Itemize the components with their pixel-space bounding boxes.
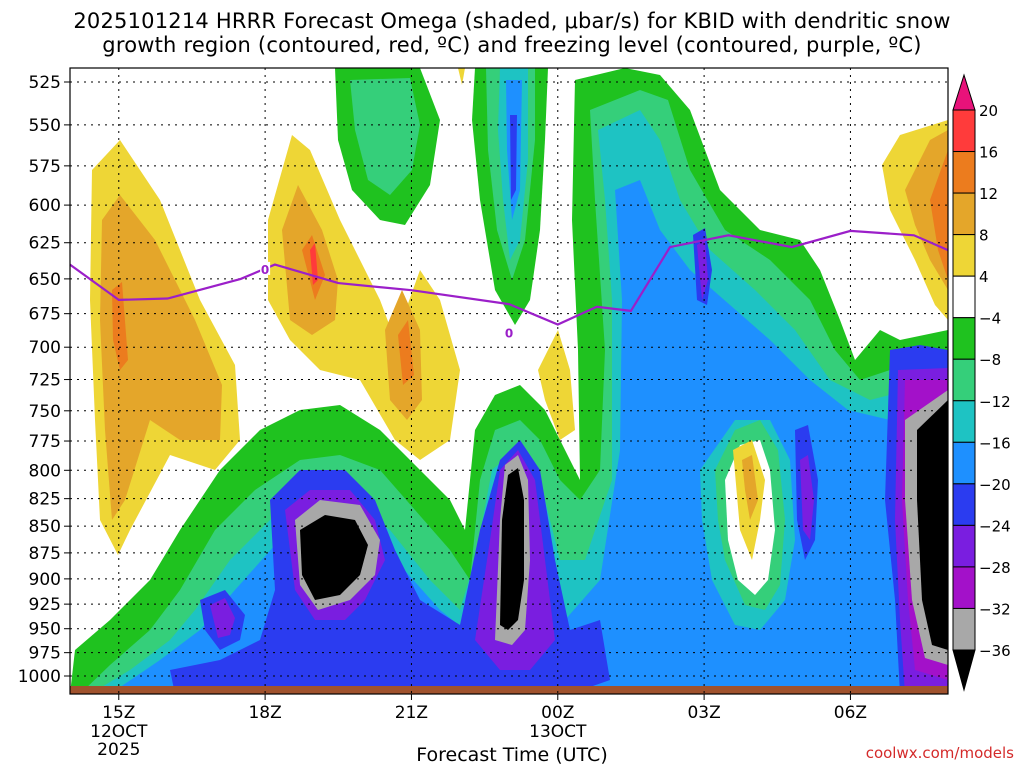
x-tick-label: 18Z [248, 703, 281, 723]
chart-title-line2: growth region (contoured, red, ºC) and f… [102, 33, 922, 57]
y-tick-label: 1000 [18, 667, 61, 687]
colorbar-box [952, 524, 976, 568]
y-tick-label: 725 [29, 371, 61, 391]
x-tick-label: 06Z [834, 703, 867, 723]
colorbar-label: 16 [979, 144, 998, 162]
freezing-level-zero-label: 0 [261, 263, 269, 277]
x-tick-sublabel: 12OCT [90, 722, 148, 742]
y-tick-label: 550 [29, 116, 61, 136]
y-tick-label: 825 [29, 490, 61, 510]
y-tick-label: 675 [29, 305, 61, 325]
colorbar-top-triangle [952, 73, 976, 111]
colorbar-box [952, 607, 976, 651]
freezing-label-bg [260, 261, 271, 275]
y-tick-label: 775 [29, 432, 61, 452]
y-tick-label: 700 [29, 338, 61, 358]
x-tick-label: 15Z [102, 703, 135, 723]
colorbar-label: 20 [979, 102, 998, 120]
colorbar-box [952, 109, 976, 153]
colorbar-label: −36 [979, 642, 1011, 660]
colorbar-box [952, 317, 976, 360]
colorbar-bottom-triangle [952, 649, 976, 692]
colorbar-label: 8 [979, 227, 989, 245]
x-tick-label: 21Z [395, 703, 428, 723]
y-axis: 525 550 575 600 625 650 675 700 725 750 775 800 825 8… [18, 73, 70, 687]
y-tick-label: 625 [29, 234, 61, 254]
y-tick-label: 925 [29, 595, 61, 615]
colorbar-box [952, 234, 976, 277]
colorbar-label: −20 [979, 476, 1011, 494]
y-tick-label: 600 [29, 196, 61, 216]
y-tick-label: 900 [29, 570, 61, 590]
colorbar-label: −8 [979, 351, 1001, 369]
freezing-level-line [69, 229, 949, 326]
x-tick-label: 00Z [541, 703, 574, 723]
y-tick-label: 875 [29, 544, 61, 564]
omega-shading [70, 68, 948, 694]
ground-bar [70, 686, 948, 694]
colorbar-label: −32 [979, 600, 1011, 618]
colorbar-box [952, 441, 976, 485]
site-credit: coolwx.com/models [865, 744, 1014, 762]
colorbar-label: 12 [979, 185, 998, 203]
y-tick-label: 950 [29, 620, 61, 640]
colorbar-label: −24 [979, 517, 1011, 535]
freezing-level-labels: 00 [260, 261, 514, 341]
colorbar-box [952, 400, 976, 443]
x-tick-sublabel: 13OCT [529, 722, 587, 742]
y-tick-label: 750 [29, 402, 61, 422]
x-axis-label: Forecast Time (UTC) [416, 744, 608, 766]
colorbar: 20 16 12 8 4 −4 −8 −12 −16 −20 −24 −28 −32 −36 [952, 73, 1011, 692]
y-tick-label: 975 [29, 644, 61, 664]
plot-frame [69, 67, 949, 695]
colorbar-label: −16 [979, 434, 1011, 452]
colorbar-box [952, 192, 976, 236]
y-tick-label: 650 [29, 270, 61, 290]
freezing-label-bg [504, 325, 514, 339]
colorbar-box [952, 566, 976, 609]
y-tick-label: 800 [29, 461, 61, 481]
freezing-level-zero-label: 0 [505, 327, 513, 341]
x-tick-sublabel: 2025 [97, 740, 140, 760]
colorbar-label: −4 [979, 310, 1001, 328]
colorbar-box [952, 483, 976, 526]
y-tick-label: 850 [29, 517, 61, 537]
x-tick-label: 03Z [687, 703, 720, 723]
colorbar-box [952, 151, 976, 194]
colorbar-label: 4 [979, 268, 989, 286]
y-tick-label: 525 [29, 73, 61, 93]
colorbar-box [952, 358, 976, 402]
colorbar-label: −28 [979, 559, 1011, 577]
y-tick-label: 575 [29, 157, 61, 177]
colorbar-box [952, 275, 976, 319]
chart-title-line1: 2025101214 HRRR Forecast Omega (shaded, … [73, 9, 951, 33]
colorbar-label: −12 [979, 393, 1011, 411]
